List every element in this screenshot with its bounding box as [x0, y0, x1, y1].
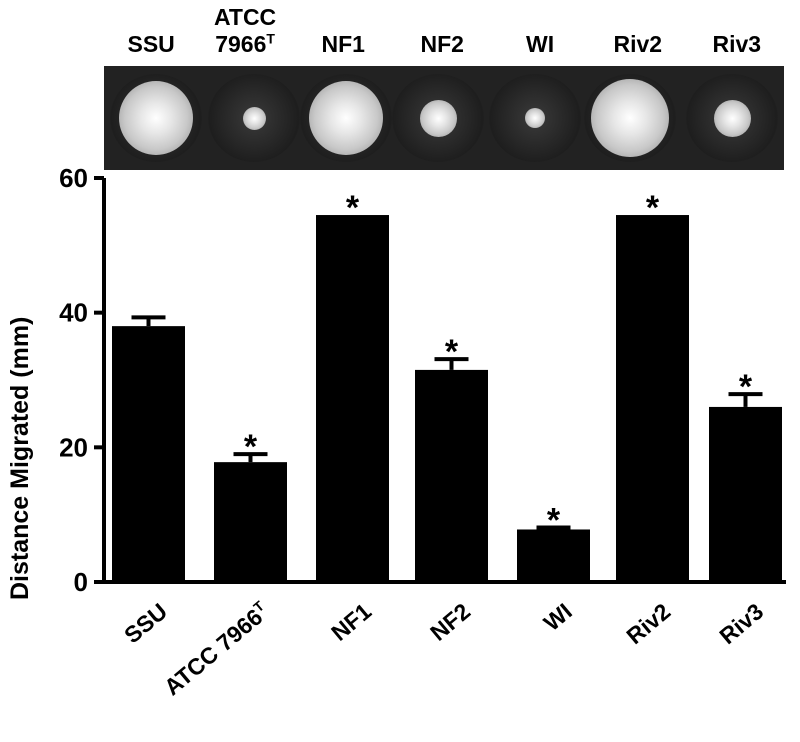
bacterial-colony [591, 79, 669, 157]
y-axis-title: Distance Migrated (mm) [6, 316, 34, 600]
bar [112, 326, 185, 582]
petri-dish [208, 74, 300, 162]
plate-photo-strip [104, 66, 784, 170]
y-tick-label: 60 [59, 163, 88, 193]
bar [316, 215, 389, 583]
bar [517, 529, 590, 582]
y-tick-label: 20 [59, 432, 88, 462]
plate-label: Riv3 [712, 31, 762, 57]
y-tick-label: 0 [74, 567, 88, 597]
significance-star: * [547, 501, 561, 539]
petri-dish [686, 74, 778, 162]
bar [214, 462, 287, 582]
bacterial-colony [525, 108, 545, 128]
bacterial-colony [242, 106, 266, 130]
significance-star: * [244, 428, 258, 466]
petri-dish [392, 74, 484, 162]
plate-label: NF1 [321, 31, 365, 57]
significance-star: * [646, 189, 660, 227]
significance-star: * [739, 368, 753, 406]
bacterial-colony [119, 81, 193, 155]
plate-label: NF2 [420, 31, 464, 57]
significance-star: * [445, 333, 459, 371]
bacterial-colony [713, 99, 751, 137]
plate-label: Riv2 [613, 31, 663, 57]
petri-dish [584, 74, 676, 162]
petri-dish [300, 74, 392, 162]
plate-label: ATCC 7966T [214, 4, 277, 57]
significance-star: * [346, 189, 360, 227]
bacterial-colony [309, 81, 383, 155]
bar [709, 406, 782, 582]
bar [616, 215, 689, 583]
petri-dish [110, 74, 202, 162]
petri-dish [489, 74, 581, 162]
plate-label: WI [526, 31, 555, 57]
y-tick-label: 40 [59, 298, 88, 328]
bar [415, 369, 488, 582]
bacterial-colony [419, 99, 457, 137]
plate-label: SSU [127, 31, 175, 57]
